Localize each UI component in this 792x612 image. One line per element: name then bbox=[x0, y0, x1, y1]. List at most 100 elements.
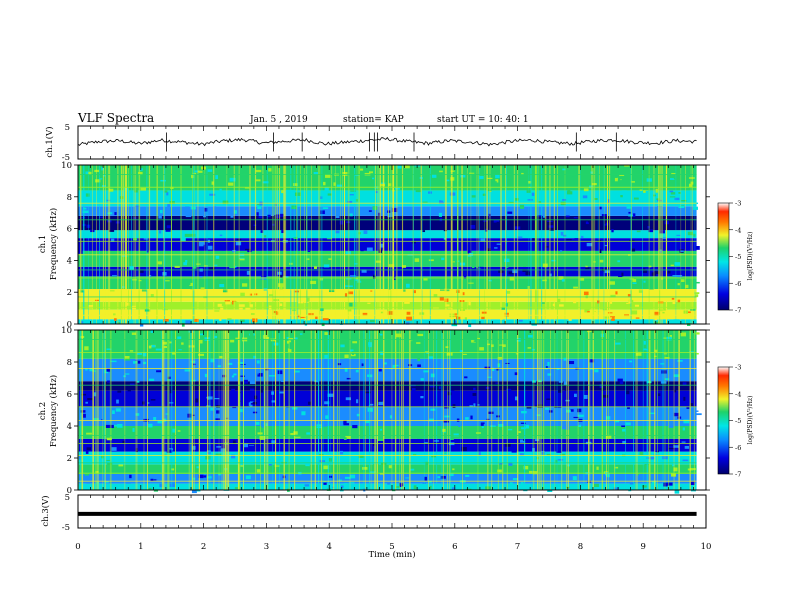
spectrogram-speckle bbox=[369, 171, 373, 174]
spectrogram-speckle bbox=[217, 365, 222, 368]
spectrogram-speckle bbox=[561, 279, 565, 282]
spectrogram-speckle bbox=[572, 476, 577, 481]
spectrogram-speckle bbox=[455, 443, 459, 446]
spectrogram-speckle bbox=[461, 447, 467, 452]
spectrogram-speckle bbox=[345, 435, 351, 439]
spectrogram-speckle bbox=[324, 401, 330, 405]
ytick-label: 2 bbox=[67, 454, 72, 464]
spectrogram-speckle bbox=[617, 180, 623, 183]
spectrogram-speckle bbox=[214, 335, 218, 339]
spectrogram-speckle bbox=[602, 220, 606, 225]
spectrogram-speckle bbox=[346, 278, 352, 280]
spectrogram-speckle bbox=[145, 456, 149, 459]
spectrogram-speckle bbox=[278, 418, 283, 420]
spectrogram-speckle bbox=[193, 363, 196, 366]
spectrogram-speckle bbox=[383, 263, 388, 267]
spectrogram-speckle bbox=[657, 393, 661, 397]
spectrogram-speckle bbox=[222, 200, 229, 205]
spectrogram-speckle bbox=[249, 304, 253, 309]
spectrogram-speckle bbox=[667, 206, 673, 210]
spectrogram-band bbox=[78, 301, 697, 310]
spectrogram-speckle bbox=[170, 384, 177, 388]
spectrogram-speckle bbox=[344, 367, 348, 372]
spectrogram-speckle bbox=[615, 260, 619, 265]
time-tick-label: 6 bbox=[452, 542, 457, 552]
spectrogram-speckle bbox=[204, 373, 208, 378]
spectrogram-speckle bbox=[527, 488, 531, 490]
spectrogram-speckle bbox=[406, 321, 410, 325]
spectrogram-speckle bbox=[230, 215, 234, 218]
spectrogram-speckle bbox=[538, 379, 542, 383]
spectrogram-speckle bbox=[401, 218, 407, 223]
spectrogram-speckle bbox=[305, 463, 310, 467]
spectrogram-speckle bbox=[287, 348, 292, 353]
spectrogram-speckle bbox=[264, 235, 267, 238]
spectrogram-speckle bbox=[185, 202, 190, 207]
spectrogram-speckle bbox=[463, 243, 469, 248]
spectrogram-speckle bbox=[447, 391, 452, 396]
spectrogram-speckle bbox=[693, 206, 698, 210]
spectrogram-speckle bbox=[397, 443, 403, 448]
spectrogram-speckle bbox=[660, 379, 667, 384]
spectrogram-speckle bbox=[106, 437, 112, 441]
spectrogram-speckle bbox=[678, 171, 685, 175]
spectrogram-speckle bbox=[634, 304, 639, 307]
spectrogram-speckle bbox=[518, 431, 521, 434]
spectrogram-speckle bbox=[612, 317, 615, 319]
spectrogram-speckle bbox=[225, 301, 231, 305]
spectrogram-speckle bbox=[482, 193, 486, 196]
spectrogram-speckle bbox=[570, 355, 574, 358]
spectrogram-speckle bbox=[695, 202, 698, 205]
spectrogram-speckle bbox=[240, 465, 244, 467]
spectrogram-speckle bbox=[111, 275, 117, 277]
spectrogram-speckle bbox=[385, 417, 390, 422]
spectrogram-speckle bbox=[479, 347, 484, 351]
spectrogram-speckle bbox=[643, 190, 649, 193]
spectrogram-speckle bbox=[228, 182, 234, 186]
spectrogram-speckle bbox=[654, 321, 660, 325]
spectrogram-speckle bbox=[168, 233, 174, 238]
ch2-colorbar-ticks: -3 -4 -5 -6 -7 bbox=[729, 364, 741, 479]
spectrogram-speckle bbox=[450, 170, 455, 172]
spectrogram-speckle bbox=[286, 405, 290, 408]
spectrogram-speckle bbox=[565, 425, 570, 430]
spectrogram-speckle bbox=[420, 396, 424, 399]
spectrogram-speckle bbox=[527, 174, 533, 177]
spectrogram-speckle bbox=[203, 213, 207, 218]
spectrogram-speckle bbox=[306, 343, 310, 347]
spectrogram-speckle bbox=[128, 273, 135, 276]
spectrogram-speckle bbox=[620, 195, 623, 198]
spectrogram-speckle bbox=[566, 302, 571, 307]
spectrogram-speckle bbox=[687, 231, 694, 236]
spectrogram-speckle bbox=[519, 204, 525, 209]
spectrogram-speckle bbox=[446, 179, 450, 182]
spectrogram-speckle bbox=[107, 462, 113, 465]
spectrogram-speckle bbox=[569, 360, 575, 365]
spectrogram-speckle bbox=[263, 192, 269, 194]
spectrogram-speckle bbox=[79, 217, 86, 219]
spectrogram-speckle bbox=[631, 248, 636, 252]
spectrogram-speckle bbox=[528, 335, 533, 338]
spectrogram-speckle bbox=[213, 264, 218, 266]
spectrogram-speckle bbox=[449, 192, 456, 196]
spectrogram-speckle bbox=[356, 413, 360, 417]
ytick-label: 10 bbox=[61, 161, 72, 171]
spectrogram-speckle bbox=[673, 388, 677, 393]
spectrogram-speckle bbox=[238, 304, 245, 308]
spectrogram-speckle bbox=[325, 174, 331, 178]
spectrogram-speckle bbox=[380, 351, 384, 356]
spectrogram-speckle bbox=[673, 304, 679, 307]
spectrogram-speckle bbox=[393, 199, 397, 201]
spectrogram-speckle bbox=[219, 355, 223, 359]
spectrogram-speckle bbox=[439, 353, 444, 357]
spectrogram-speckle bbox=[683, 419, 690, 424]
spectrogram-speckle bbox=[247, 401, 251, 404]
spectrogram-speckle bbox=[299, 316, 306, 319]
spectrogram-speckle bbox=[304, 484, 310, 487]
spectrogram-speckle bbox=[101, 166, 104, 171]
spectrogram-speckle bbox=[253, 464, 257, 467]
colorbar-tick-label: -6 bbox=[735, 444, 741, 452]
spectrogram-speckle bbox=[466, 364, 472, 367]
colorbar-tick-label: -5 bbox=[735, 417, 741, 425]
spectrogram-speckle bbox=[611, 318, 615, 321]
